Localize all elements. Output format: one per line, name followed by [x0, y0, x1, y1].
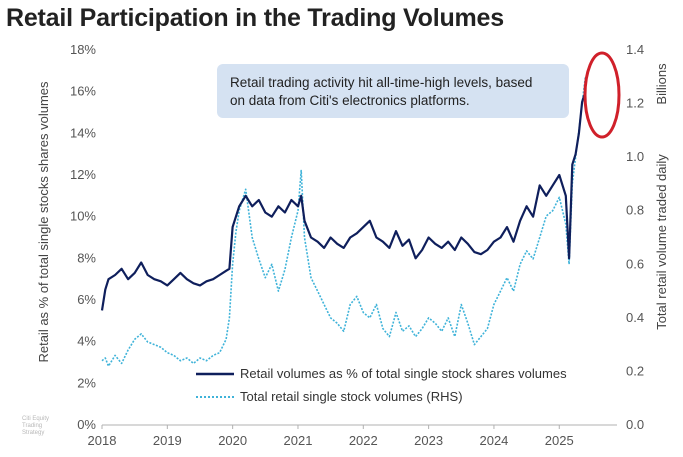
x-axis-ticks: 2018 2019 2020 2021 2022 2023 2024 2025	[88, 425, 574, 448]
x-tick-label: 2025	[545, 433, 574, 448]
legend-label-retail-share: Retail volumes as % of total single stoc…	[240, 366, 567, 381]
x-tick-label: 2023	[414, 433, 443, 448]
y-tick-label: 8%	[77, 250, 96, 265]
y-tick-label: 6%	[77, 292, 96, 307]
y-tick-label: 4%	[77, 334, 96, 349]
callout-background	[217, 64, 569, 118]
x-tick-label: 2018	[88, 433, 117, 448]
legend-label-retail-volume: Total retail single stock volumes (RHS)	[240, 389, 463, 404]
svg-text:Trading: Trading	[22, 423, 42, 429]
y2-tick-label: 1.2	[626, 96, 644, 111]
y2-tick-label: 1.0	[626, 149, 644, 164]
peak-highlight-circle	[583, 51, 621, 139]
y-tick-label: 2%	[77, 375, 96, 390]
y2-tick-label: 1.4	[626, 42, 644, 57]
y-axis-right-ticks: 0.0 0.2 0.4 0.6 0.8 1.0 1.2 1.4	[626, 42, 644, 432]
x-tick-label: 2020	[218, 433, 247, 448]
y2-tick-label: 0.8	[626, 203, 644, 218]
source-note: Citi Equity Trading Strategy	[22, 416, 49, 436]
x-tick-label: 2019	[153, 433, 182, 448]
x-tick-label: 2024	[479, 433, 508, 448]
callout-line-2: on data from Citi's electronics platform…	[230, 93, 470, 108]
y-tick-label: 0%	[77, 417, 96, 432]
y2-tick-label: 0.4	[626, 310, 644, 325]
svg-text:Citi Equity: Citi Equity	[22, 416, 49, 422]
svg-text:Strategy: Strategy	[22, 430, 44, 436]
series-line-retail-share	[100, 91, 587, 311]
chart-title: Retail Participation in the Trading Volu…	[6, 4, 504, 32]
y-tick-label: 12%	[70, 167, 96, 182]
series-line-retail-volume	[101, 76, 587, 367]
y-axis-left-title: Retail as % of total single stocks share…	[36, 81, 51, 363]
legend: Retail volumes as % of total single stoc…	[196, 366, 567, 404]
series-layer	[100, 76, 587, 367]
y-axis-left-ticks: 0% 2% 4% 6% 8% 10% 12% 14% 16% 18%	[70, 42, 96, 432]
y2-tick-label: 0.0	[626, 417, 644, 432]
y-tick-label: 16%	[70, 84, 96, 99]
y-tick-label: 14%	[70, 125, 96, 140]
y2-tick-label: 0.6	[626, 256, 644, 271]
y-axis-right-unit: Billions	[654, 63, 669, 105]
x-tick-label: 2022	[349, 433, 378, 448]
y2-tick-label: 0.2	[626, 363, 644, 378]
callout-box: Retail trading activity hit all-time-hig…	[217, 64, 569, 118]
y-tick-label: 18%	[70, 42, 96, 57]
callout-line-1: Retail trading activity hit all-time-hig…	[230, 75, 532, 90]
x-tick-label: 2021	[284, 433, 313, 448]
y-axis-right-title: Total retail volume traded daily	[654, 154, 669, 330]
y-tick-label: 10%	[70, 209, 96, 224]
